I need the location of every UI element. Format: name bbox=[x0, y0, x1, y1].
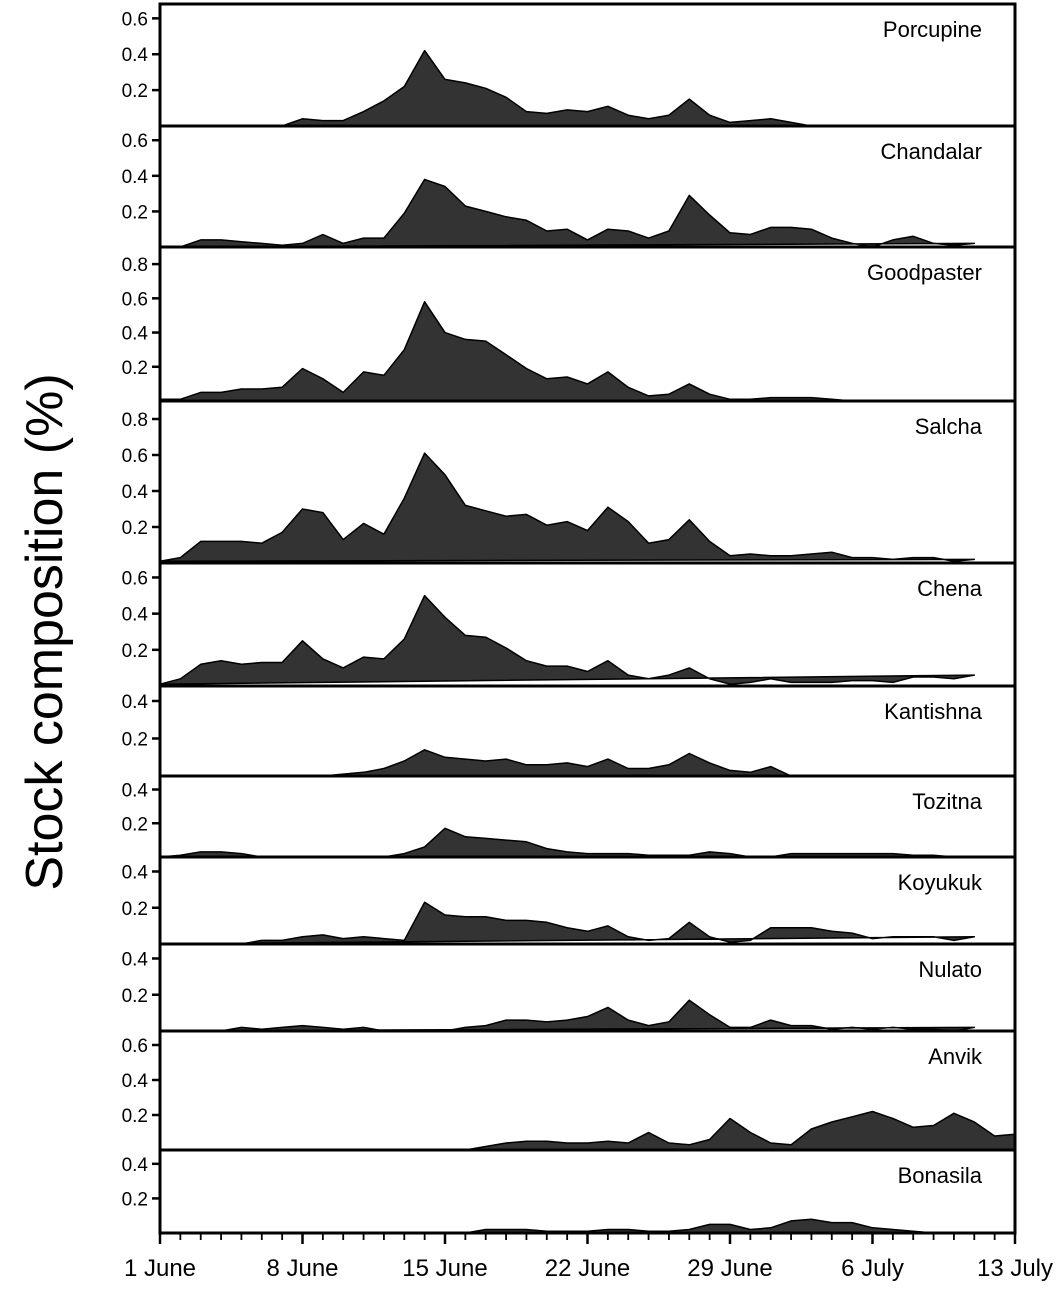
y-tick-label: 0.4 bbox=[122, 167, 149, 188]
y-tick-label: 0.2 bbox=[122, 641, 148, 662]
area-series-chandalar bbox=[159, 178, 976, 248]
y-tick-label: 0.8 bbox=[122, 410, 148, 431]
panel-label-goodpaster: Goodpaster bbox=[867, 260, 982, 285]
x-tick-label: 15 June bbox=[402, 1255, 487, 1282]
y-tick-label: 0.4 bbox=[122, 863, 149, 884]
y-tick-label: 0.2 bbox=[122, 1189, 148, 1210]
panel-frame bbox=[158, 774, 1017, 859]
x-tick-label: 1 June bbox=[124, 1255, 196, 1282]
panel-bonasila: 0.2 0.4 Bonasila bbox=[122, 1148, 1017, 1235]
area-series-porcupine bbox=[159, 49, 1016, 127]
area-series-anvik bbox=[159, 1110, 1016, 1151]
x-tick-label: 8 June bbox=[266, 1255, 338, 1282]
panel-kantishna: 0.2 0.4 Kantishna bbox=[122, 684, 1017, 778]
panel-tozitna: 0.2 0.4 Tozitna bbox=[122, 774, 1017, 859]
panel-label-porcupine: Porcupine bbox=[883, 17, 982, 42]
y-axis-label: Stock composition (%) bbox=[16, 373, 74, 890]
y-tick-label: 0.4 bbox=[122, 605, 149, 626]
y-tick-label: 0.8 bbox=[122, 255, 148, 276]
panel-label-chandalar: Chandalar bbox=[880, 139, 982, 164]
y-tick-label: 0.6 bbox=[122, 131, 148, 152]
panel-label-salcha: Salcha bbox=[915, 414, 983, 439]
y-tick-label: 0.4 bbox=[122, 1155, 149, 1176]
panel-porcupine: 0.2 0.4 0.6 Porcupine bbox=[122, 2, 1017, 128]
y-tick-label: 0.4 bbox=[122, 1071, 149, 1092]
panel-salcha: 0.2 0.4 0.6 0.8 Salcha bbox=[122, 399, 1017, 565]
y-tick-label: 0.2 bbox=[122, 81, 148, 102]
y-tick-label: 0.4 bbox=[122, 482, 149, 503]
y-tick-label: 0.4 bbox=[122, 692, 149, 713]
y-tick-label: 0.2 bbox=[122, 358, 148, 379]
y-tick-label: 0.2 bbox=[122, 986, 148, 1007]
area-series-bonasila bbox=[159, 1218, 1016, 1234]
x-tick-label: 6 July bbox=[841, 1255, 904, 1282]
panel-label-anvik: Anvik bbox=[928, 1044, 983, 1069]
y-tick-label: 0.4 bbox=[122, 950, 149, 971]
y-tick-label: 0.2 bbox=[122, 202, 148, 223]
y-tick-label: 0.6 bbox=[122, 1036, 148, 1057]
y-tick-label: 0.2 bbox=[122, 814, 148, 835]
panel-label-chena: Chena bbox=[917, 576, 983, 601]
panel-koyukuk: 0.2 0.4 Koyukuk bbox=[122, 855, 1017, 946]
x-tick-label: 13 July bbox=[977, 1255, 1053, 1282]
y-tick-label: 0.4 bbox=[122, 781, 149, 802]
x-tick-label: 22 June bbox=[545, 1255, 630, 1282]
y-tick-label: 0.4 bbox=[122, 324, 149, 345]
panel-label-nulato: Nulato bbox=[918, 957, 982, 982]
area-series-chena bbox=[159, 594, 976, 685]
y-tick-label: 0.2 bbox=[122, 1106, 148, 1127]
x-tick-label: 29 June bbox=[687, 1255, 772, 1282]
y-tick-label: 0.2 bbox=[122, 730, 148, 751]
y-tick-label: 0.2 bbox=[122, 518, 148, 539]
panel-label-bonasila: Bonasila bbox=[898, 1163, 983, 1188]
panel-chena: 0.2 0.4 0.6 Chena bbox=[122, 561, 1017, 688]
area-series-goodpaster bbox=[159, 301, 1016, 402]
y-tick-label: 0.6 bbox=[122, 446, 148, 467]
area-series-koyukuk bbox=[159, 901, 976, 945]
y-tick-label: 0.6 bbox=[122, 9, 148, 30]
y-tick-label: 0.2 bbox=[122, 899, 148, 920]
panel-label-koyukuk: Koyukuk bbox=[898, 870, 983, 895]
y-tick-label: 0.6 bbox=[122, 289, 148, 310]
x-axis: 1 June 8 June 15 June 22 June 29 June 6 July 1… bbox=[124, 1233, 1053, 1282]
area-series-salcha bbox=[159, 452, 976, 562]
y-tick-label: 0.6 bbox=[122, 568, 148, 589]
panel-anvik: 0.2 0.4 0.6 Anvik bbox=[122, 1029, 1017, 1152]
y-tick-label: 0.4 bbox=[122, 45, 149, 66]
panel-frame bbox=[158, 1148, 1017, 1235]
panel-chandalar: 0.2 0.4 0.6 Chandalar bbox=[122, 124, 1017, 249]
panel-goodpaster: 0.2 0.4 0.6 0.8 Goodpaster bbox=[122, 245, 1017, 403]
area-series-nulato bbox=[159, 999, 976, 1032]
area-series-tozitna bbox=[159, 827, 1016, 858]
panel-nulato: 0.2 0.4 Nulato bbox=[122, 942, 1017, 1033]
panel-label-tozitna: Tozitna bbox=[912, 789, 982, 814]
panel-label-kantishna: Kantishna bbox=[884, 699, 983, 724]
area-series-kantishna bbox=[159, 749, 1016, 777]
